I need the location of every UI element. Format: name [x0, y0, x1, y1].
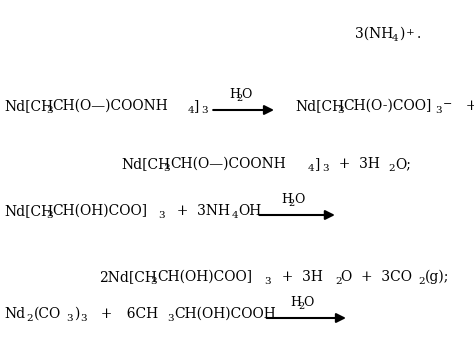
Text: ]: ]	[194, 99, 199, 113]
Text: ): )	[74, 307, 79, 321]
Text: 4: 4	[187, 106, 194, 115]
Text: Nd[CH: Nd[CH	[295, 99, 345, 113]
Text: ): )	[399, 27, 404, 41]
Text: Nd[CH: Nd[CH	[122, 157, 171, 171]
Text: H: H	[229, 88, 240, 101]
Text: 3: 3	[436, 106, 442, 115]
Text: CH(OH)COOH: CH(OH)COOH	[174, 307, 276, 321]
Text: (CO: (CO	[34, 307, 62, 321]
Text: 3: 3	[337, 106, 343, 115]
Text: +: +	[457, 99, 474, 113]
Text: .: .	[417, 27, 421, 41]
Text: ]: ]	[315, 157, 320, 171]
Text: CH(O—)COONH: CH(O—)COONH	[53, 99, 168, 113]
Text: 3: 3	[66, 314, 73, 323]
Text: 2: 2	[418, 277, 425, 286]
Text: 2Nd[CH: 2Nd[CH	[99, 270, 156, 284]
Text: H: H	[282, 193, 292, 206]
Text: OH: OH	[238, 204, 261, 218]
Text: 2: 2	[335, 277, 342, 286]
Text: +: +	[92, 307, 113, 321]
Text: O;: O;	[395, 157, 411, 171]
Text: 3(NH: 3(NH	[355, 27, 393, 41]
Text: (g);: (g);	[425, 270, 450, 284]
Text: 3: 3	[150, 277, 157, 286]
Text: −: −	[443, 99, 452, 109]
Text: O: O	[242, 88, 252, 101]
Text: 3: 3	[201, 106, 208, 115]
Text: H: H	[291, 296, 301, 309]
Text: CH(O—)COONH: CH(O—)COONH	[170, 157, 285, 171]
Text: +  3NH: + 3NH	[168, 204, 230, 218]
Text: 3: 3	[46, 211, 53, 220]
Text: CH(OH)COO]: CH(OH)COO]	[157, 270, 252, 284]
Text: 2: 2	[289, 199, 295, 208]
Text: +  3H: + 3H	[330, 157, 380, 171]
Text: 3: 3	[264, 277, 271, 286]
Text: 4: 4	[307, 164, 314, 173]
Text: 3: 3	[322, 164, 328, 173]
Text: CH(OH)COO]: CH(OH)COO]	[53, 204, 148, 218]
Text: +: +	[406, 28, 415, 37]
Text: Nd[CH: Nd[CH	[5, 204, 54, 218]
Text: O: O	[303, 296, 314, 309]
Text: Nd: Nd	[5, 307, 26, 321]
Text: 2: 2	[236, 94, 243, 103]
Text: 4: 4	[232, 211, 238, 220]
Text: 2: 2	[389, 164, 395, 173]
Text: 3: 3	[80, 314, 87, 323]
Text: 3: 3	[46, 106, 53, 115]
Text: 2: 2	[26, 314, 32, 323]
Text: 4: 4	[392, 34, 399, 43]
Text: O: O	[294, 193, 305, 206]
Text: 3: 3	[159, 211, 165, 220]
Text: Nd[CH: Nd[CH	[5, 99, 54, 113]
Text: 3: 3	[167, 314, 173, 323]
Text: O  +  3CO: O + 3CO	[341, 270, 412, 284]
Text: 2: 2	[298, 302, 304, 311]
Text: +  3H: + 3H	[273, 270, 323, 284]
Text: CH(O-)COO]: CH(O-)COO]	[343, 99, 432, 113]
Text: 3: 3	[164, 164, 170, 173]
Text: 6CH: 6CH	[118, 307, 158, 321]
